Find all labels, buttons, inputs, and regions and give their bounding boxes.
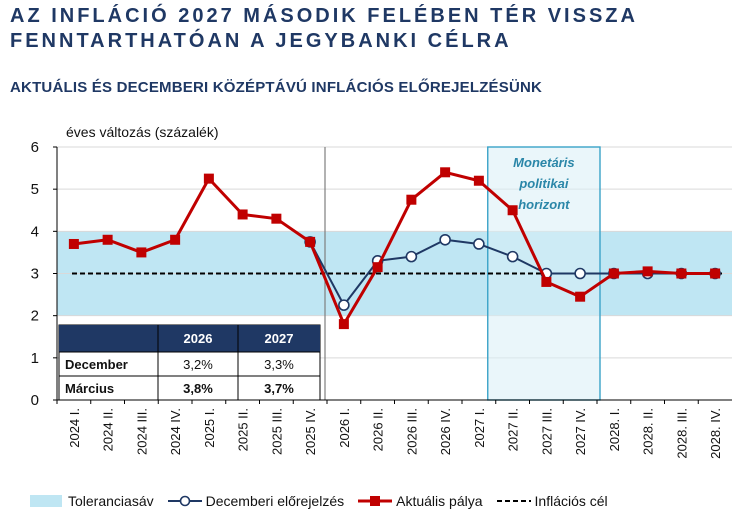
x-tick-label: 2028. II.: [641, 408, 656, 455]
x-tick-label: 2024 IV.: [168, 408, 183, 455]
y-axis-label: éves változás (százalék): [66, 124, 219, 140]
legend-december-swatch: [167, 495, 202, 507]
horizon-label-line: Monetáris: [513, 155, 574, 170]
y-tick-label: 1: [31, 350, 39, 367]
table-row-label: Március: [65, 381, 114, 396]
current-path-point: [136, 247, 147, 258]
x-tick-label: 2024 II.: [101, 408, 116, 451]
inflation-chart: Monetáris politikai horizont 0 1 2 3 4 5 6 éves vá…: [31, 124, 732, 459]
x-tick-label: 2028. IV.: [708, 408, 723, 459]
current-path-point: [575, 291, 586, 302]
december-forecast-point: [439, 233, 451, 246]
x-tick-label: 2027 II.: [506, 408, 521, 451]
december-forecast-point: [473, 238, 485, 250]
y-tick-label: 5: [31, 181, 39, 198]
table-row-label: December: [65, 357, 128, 372]
legend-target-swatch: [496, 500, 531, 502]
x-tick-label: 2026 II.: [371, 408, 386, 451]
headline-line-2: FENNTARTHATÓAN A JEGYBANKI CÉLRA: [10, 30, 512, 52]
x-tick-label: 2025 II.: [236, 408, 251, 451]
current-path-point: [170, 234, 181, 245]
current-path-point: [406, 194, 417, 205]
y-tick-label: 2: [31, 308, 39, 325]
x-tick-label: 2025 I.: [202, 408, 217, 448]
current-path-line: [73, 170, 716, 326]
x-tick-label: 2024 III.: [134, 408, 149, 455]
current-path-point: [305, 236, 316, 247]
legend-current-swatch: [358, 496, 393, 506]
legend-band-swatch: [30, 495, 62, 507]
x-tick-label: 2026 IV.: [438, 408, 453, 455]
current-path-point: [372, 262, 383, 273]
forecast-table-header: [59, 325, 320, 352]
current-path-point: [642, 266, 653, 277]
legend-item-target: Inflációs cél: [496, 493, 608, 509]
current-path-point: [507, 205, 518, 216]
x-tick-label: 2025 IV.: [303, 408, 318, 455]
current-path-point: [676, 268, 687, 279]
current-path-point: [68, 238, 79, 249]
x-tick-label: 2027 I.: [472, 408, 487, 448]
legend-item-band: Toleranciasáv: [30, 493, 154, 509]
table-cell: 3,2%: [183, 357, 213, 372]
december-forecast-point: [338, 299, 350, 311]
table-cell: 3,3%: [264, 357, 294, 372]
x-tick-label: 2028. I.: [607, 408, 622, 451]
horizon-label-line: politikai: [518, 176, 569, 191]
december-forecast-point: [405, 250, 418, 263]
legend-label-target: Inflációs cél: [534, 493, 608, 509]
current-path-point: [710, 268, 721, 279]
december-forecast-point: [506, 250, 519, 263]
x-tick-label: 2026 I.: [337, 408, 352, 448]
chart-legend: Toleranciasáv Decemberi előrejelzés Aktu…: [30, 490, 740, 512]
table-header-cell: 2026: [184, 331, 213, 346]
legend-label-current: Aktuális pálya: [396, 493, 483, 509]
headline-line-1: AZ INFLÁCIÓ 2027 MÁSODIK FELÉBEN TÉR VIS…: [10, 5, 638, 27]
legend-label-band: Toleranciasáv: [68, 493, 154, 509]
y-tick-label: 3: [31, 266, 39, 283]
current-path-point: [102, 234, 113, 245]
table-cell: 3,8%: [183, 381, 213, 396]
legend-item-current: Aktuális pálya: [358, 493, 483, 509]
x-tick-label: 2026 III.: [404, 408, 419, 455]
table-header-cell: 2027: [265, 331, 294, 346]
horizon-label-line: horizont: [518, 197, 570, 212]
december-forecast-point: [574, 267, 586, 280]
current-path-point: [608, 268, 619, 279]
x-tick-label: 2027 IV.: [573, 408, 588, 455]
y-tick-label: 4: [31, 223, 39, 240]
legend-label-december: Decemberi előrejelzés: [205, 493, 345, 509]
current-path-point: [271, 213, 282, 224]
current-path-point: [440, 167, 451, 178]
x-tick-label: 2024 I.: [67, 408, 82, 448]
table-cell: 3,7%: [264, 381, 294, 396]
y-tick-label: 0: [31, 392, 39, 409]
current-path-point: [473, 175, 484, 186]
chart-subtitle: AKTUÁLIS ÉS DECEMBERI KÖZÉPTÁVÚ INFLÁCIÓ…: [10, 79, 543, 96]
y-tick-label: 6: [31, 139, 39, 156]
x-tick-label: 2027 III.: [539, 408, 554, 455]
legend-item-december: Decemberi előrejelzés: [167, 493, 345, 509]
x-tick-label: 2025 III.: [269, 408, 284, 455]
current-path-point: [237, 209, 248, 220]
current-path-point: [338, 319, 349, 330]
headline: AZ INFLÁCIÓ 2027 MÁSODIK FELÉBEN TÉR VIS…: [10, 4, 735, 54]
current-path-point: [541, 276, 552, 287]
current-path-point: [203, 173, 214, 184]
x-tick-label: 2028. III.: [674, 408, 689, 459]
